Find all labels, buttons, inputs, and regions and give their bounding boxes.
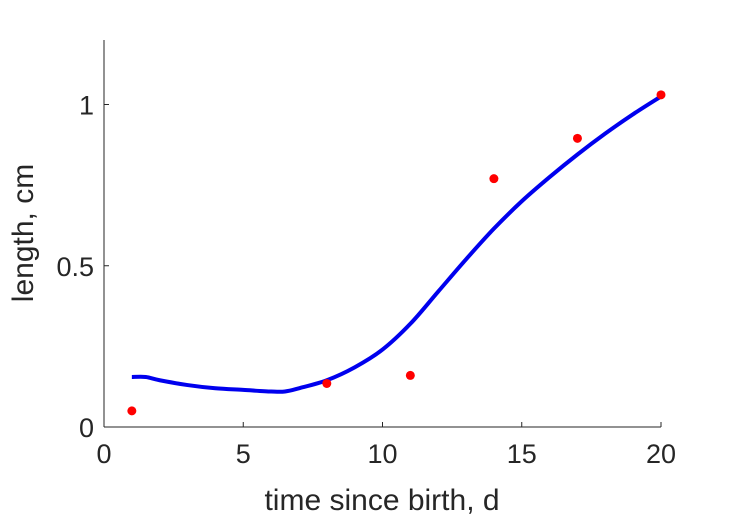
x-tick-label: 0 (96, 439, 111, 469)
fit-curve-line (131, 94, 663, 394)
x-tick-label: 15 (507, 439, 537, 469)
y-tick-label: 0.5 (56, 252, 94, 282)
data-point (489, 174, 499, 184)
x-axis-label: time since birth, d (264, 484, 499, 517)
x-tick-label: 20 (646, 439, 676, 469)
y-axis-label: length, cm (7, 164, 40, 302)
data-point (405, 370, 415, 380)
data-point (127, 406, 137, 416)
y-tick-label: 1 (79, 91, 94, 121)
data-point (656, 90, 666, 100)
plot-area (127, 90, 666, 416)
y-tick-label: 0 (79, 413, 94, 443)
data-point (322, 378, 332, 388)
x-tick-label: 5 (236, 439, 251, 469)
x-tick-label: 10 (367, 439, 397, 469)
ticks: 0 5 10 15 20 0 0.5 1 (56, 91, 676, 470)
data-point (572, 133, 582, 143)
